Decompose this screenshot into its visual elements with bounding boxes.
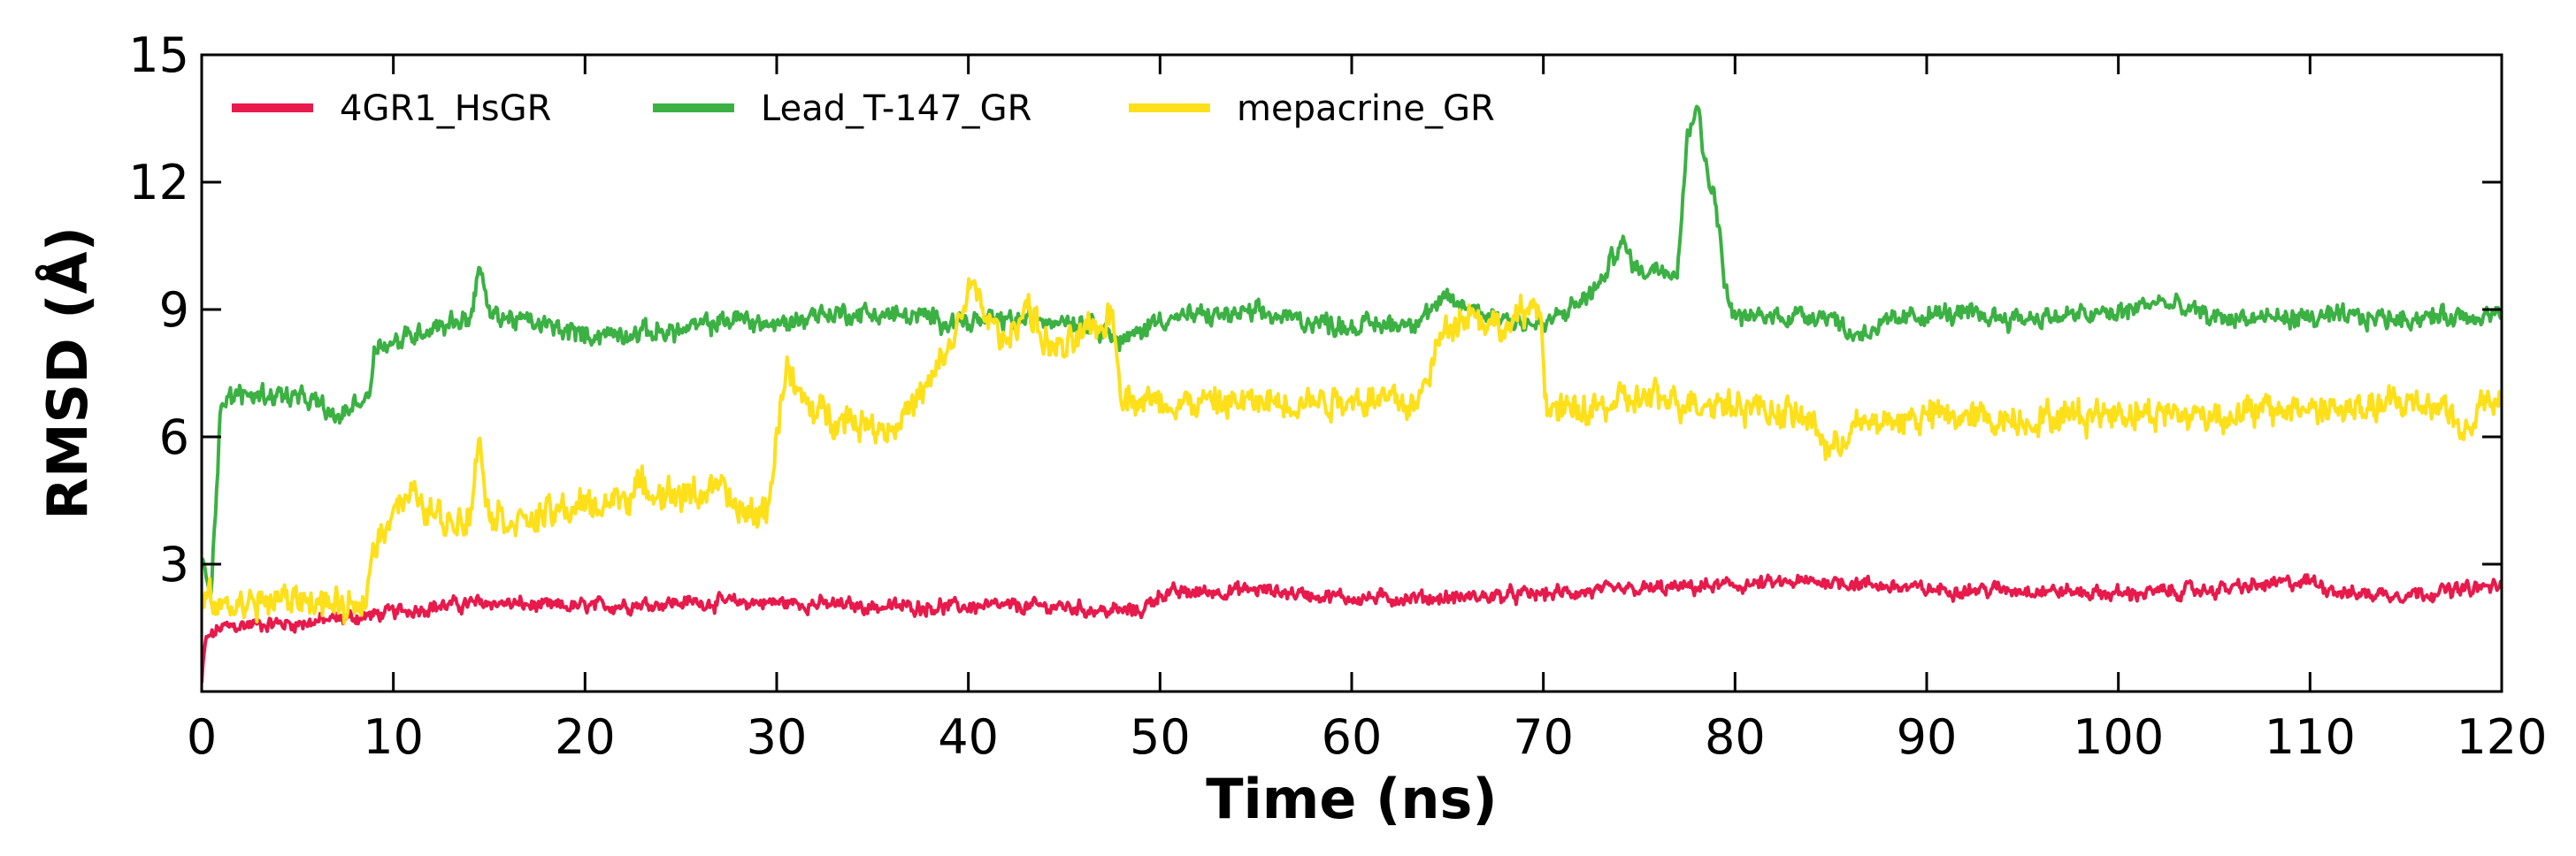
x-tick-label: 80 [1705, 709, 1766, 765]
x-tick-label: 120 [2456, 709, 2547, 765]
x-tick-label: 10 [363, 709, 424, 765]
y-axis-title: RMSD (Å) [35, 226, 100, 520]
legend-label: Lead_T-147_GR [761, 88, 1031, 129]
series-line-lead-t-147-gr [202, 104, 2502, 596]
x-tick-label: 0 [187, 709, 217, 765]
series-line-mepacrine-gr [202, 277, 2502, 625]
x-tick-label: 50 [1130, 709, 1191, 765]
y-tick-label: 12 [128, 155, 189, 210]
y-axis-ticks: 3 6 9 12 15 [128, 27, 2502, 592]
series-layer [202, 104, 2502, 684]
x-axis-title: Time (ns) [1206, 767, 1498, 831]
y-tick-label: 9 [159, 282, 189, 338]
y-tick-label: 6 [159, 409, 189, 465]
x-tick-label: 30 [747, 709, 808, 765]
x-tick-label: 90 [1897, 709, 1958, 765]
series-line-4gr1-hsgr [202, 573, 2502, 684]
x-tick-label: 40 [938, 709, 999, 765]
x-tick-label: 20 [555, 709, 616, 765]
x-tick-label: 110 [2265, 709, 2356, 765]
legend: 4GR1_HsGR Lead_T-147_GR mepacrine_GR [232, 88, 1495, 129]
x-tick-label: 70 [1513, 709, 1574, 765]
legend-label: 4GR1_HsGR [340, 88, 551, 129]
x-tick-label: 60 [1322, 709, 1383, 765]
x-tick-label: 100 [2073, 709, 2164, 765]
y-tick-label: 15 [128, 27, 189, 83]
legend-label: mepacrine_GR [1237, 88, 1495, 129]
y-tick-label: 3 [159, 537, 189, 592]
plot-frame [200, 53, 2503, 693]
x-axis-ticks: 0 10 20 30 40 50 60 70 80 90 100 110 120 [187, 55, 2548, 765]
